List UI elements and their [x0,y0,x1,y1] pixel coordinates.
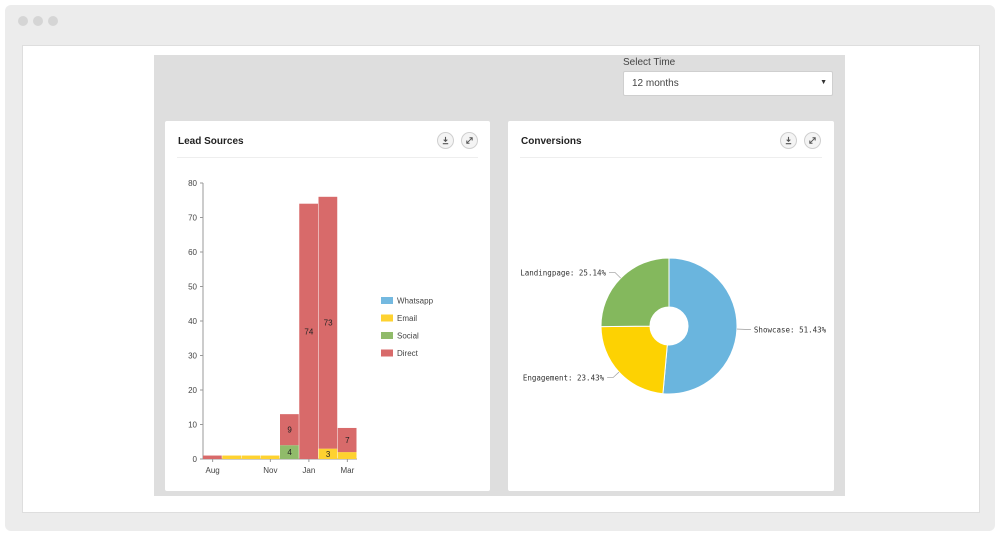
expand-icon [809,137,816,144]
conversions-card: Conversions Showcase: 51.43% Engagement: … [508,121,834,491]
y-tick-label: 80 [188,179,197,188]
page-viewport: Select Time 12 months ▼ Lead Sources [22,45,980,513]
conversions-expand-button[interactable] [804,132,821,149]
bar-value-label: 73 [324,319,333,328]
window-controls [18,16,58,26]
chevron-down-icon: ▼ [820,79,827,86]
lead-sources-chart: 0 10 20 30 40 50 60 70 80 4 9 74 3 73 7 Aug Nov Jan Mar Wha… [188,179,434,475]
dashboard-panel: Select Time 12 months ▼ Lead Sources [154,55,845,496]
pie-leader-line [609,272,621,279]
window-dot-close[interactable] [18,16,28,26]
bar-segment [260,455,280,459]
pie-slice-label: Engagement: 23.43% [523,374,605,383]
pie-slice [600,325,668,395]
pie-slice [600,257,670,328]
y-tick-label: 50 [188,283,197,292]
y-tick-label: 20 [188,386,197,395]
bar-segment [280,414,299,446]
bar-value-label: 74 [304,327,313,336]
conversions-title: Conversions [521,136,582,147]
bar-segment [337,452,357,459]
bar-value-label: 9 [287,426,292,435]
y-tick-label: 70 [188,214,197,223]
lead-sources-expand-button[interactable] [461,132,478,149]
x-tick-label: Aug [206,466,220,475]
y-tick-label: 10 [188,421,197,430]
legend-label: Direct [397,349,419,358]
legend-label: Social [397,332,419,341]
expand-icon [466,137,473,144]
bar-segment [203,455,222,459]
y-tick-label: 60 [188,248,197,257]
pie-slice-label: Landingpage: 25.14% [520,268,606,277]
legend-swatch [381,332,393,339]
legend-swatch [381,349,393,357]
bar-value-label: 4 [287,448,292,457]
window-dot-maximize[interactable] [48,16,58,26]
legend-label: Email [397,314,417,323]
bar-segment [222,455,241,459]
legend-swatch [381,297,393,304]
bar-value-label: 7 [345,436,350,445]
legend-swatch [381,314,393,322]
card-divider [177,157,478,158]
legend-label: Whatsapp [397,297,434,306]
x-tick-label: Jan [302,466,315,475]
conversions-download-button[interactable] [780,132,797,149]
lead-sources-title: Lead Sources [178,136,244,147]
lead-sources-card: Lead Sources 0 10 20 30 40 50 60 70 80 4 9 74 3 73 7 Au… [165,121,490,491]
lead-sources-download-button[interactable] [437,132,454,149]
x-tick-label: Mar [340,466,354,475]
window-dot-minimize[interactable] [33,16,43,26]
x-tick-label: Nov [263,466,277,475]
bar-segment [280,445,299,459]
bar-value-label: 3 [326,450,331,459]
pie-slice [662,257,738,395]
time-period-select[interactable]: 12 months ▼ [623,71,833,96]
download-icon [785,136,792,145]
time-period-value: 12 months [632,78,679,89]
select-time-label: Select Time [623,57,676,68]
download-icon [442,136,449,145]
y-tick-label: 0 [193,455,198,464]
bar-segment [318,196,338,449]
y-tick-label: 30 [188,352,197,361]
bar-segment [241,455,261,459]
bar-segment [299,203,318,459]
pie-slice-label: Showcase: 51.43% [754,325,827,334]
conversions-chart: Showcase: 51.43% Engagement: 23.43% Landin… [520,257,827,395]
y-tick-label: 40 [188,317,197,326]
bar-segment [337,427,357,453]
bar-segment [318,448,338,459]
browser-window: Select Time 12 months ▼ Lead Sources [5,5,995,531]
pie-leader-line [607,371,620,378]
card-divider [520,157,822,158]
